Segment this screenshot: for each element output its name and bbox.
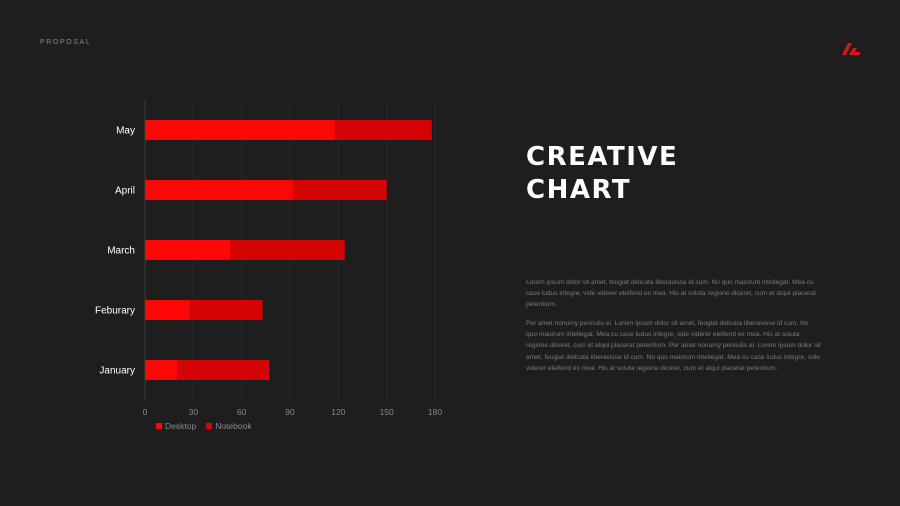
- slide-title: CREATIVE CHART: [526, 141, 678, 207]
- bar-notebook-april: [293, 180, 387, 200]
- header-label: PROPOSAL: [40, 39, 92, 46]
- legend-swatch-desktop: [156, 423, 162, 429]
- category-label-march: March: [107, 246, 135, 257]
- title-line-2: CHART: [526, 175, 632, 205]
- x-tick-label-0: 0: [143, 407, 148, 417]
- category-label-january: January: [99, 366, 135, 377]
- bar-desktop-may: [145, 120, 336, 140]
- category-label-may: May: [116, 126, 135, 137]
- legend-label-notebook: Notebook: [215, 421, 252, 431]
- brand-mark-icon: [842, 43, 860, 55]
- x-tick-label-150: 150: [380, 407, 394, 417]
- legend-label-desktop: Desktop: [165, 421, 197, 431]
- body-paragraph-1: Lorem ipsum dolor sit amet, feugiat deli…: [526, 279, 816, 309]
- legend-item-notebook: Notebook: [206, 421, 252, 431]
- bar-notebook-feburary: [190, 300, 263, 320]
- category-label-feburary: Feburary: [95, 306, 135, 317]
- bar-chart: 0 30 60 90 120 150 180 May April March Feburary Jan…: [95, 100, 442, 417]
- chart-legend: Desktop Notebook: [156, 421, 252, 431]
- bar-desktop-april: [145, 180, 294, 200]
- x-tick-label-180: 180: [428, 407, 442, 417]
- bar-notebook-march: [230, 240, 345, 260]
- bar-desktop-feburary: [145, 300, 191, 320]
- x-tick-label-120: 120: [331, 407, 345, 417]
- x-tick-label-90: 90: [285, 407, 295, 417]
- x-tick-label-30: 30: [189, 407, 199, 417]
- category-label-april: April: [115, 186, 135, 197]
- bar-notebook-january: [177, 360, 270, 380]
- bar-desktop-march: [145, 240, 231, 260]
- bar-desktop-january: [145, 360, 178, 380]
- legend-swatch-notebook: [206, 423, 213, 429]
- title-line-1: CREATIVE: [526, 142, 679, 172]
- x-tick-label-60: 60: [237, 407, 247, 417]
- bar-notebook-may: [335, 120, 432, 140]
- legend-item-desktop: Desktop: [156, 421, 196, 431]
- body-paragraph-2: Per amet nonumy periculis ei. Lorem ipsu…: [526, 320, 821, 372]
